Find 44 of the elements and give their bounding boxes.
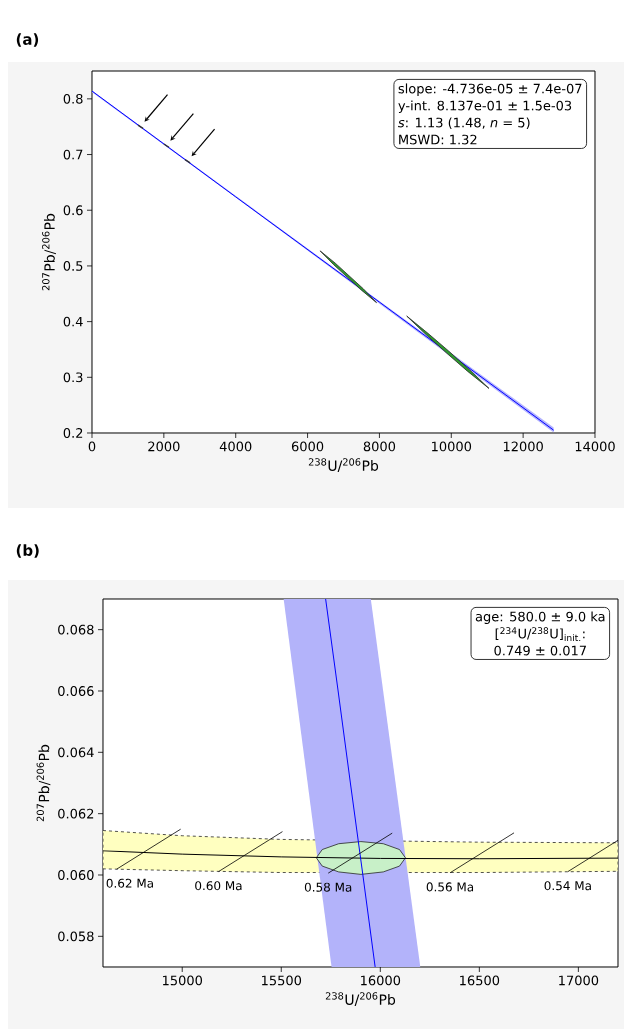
x-tick-label: 17000: [559, 975, 599, 986]
y-tick-label: 0.6: [63, 205, 83, 216]
y-tick-label: 0.7: [63, 149, 83, 160]
x-tick-label: 10000: [432, 441, 472, 452]
x-tick-label: 12000: [503, 441, 543, 452]
y-axis-title: $^{207}$Pb/$^{206}$Pb: [42, 213, 56, 291]
y-tick-label: 0.060: [58, 870, 94, 880]
annotation: [$^{234}$U/$^{238}$U]$_{init.}$:: [495, 627, 585, 642]
annotation: slope: -4.736e-05 ± 7.4e-07: [398, 83, 582, 96]
annotation: MSWD: 1.32: [399, 134, 477, 145]
x-tick-label: 0: [88, 441, 96, 452]
y-tick-label: 0.5: [63, 261, 83, 271]
chart-title: (a): [16, 33, 39, 47]
y-tick-label: 0.058: [58, 931, 94, 942]
chart-title: (b): [16, 544, 39, 558]
y-axis-title: $^{207}$Pb/$^{206}$Pb: [36, 744, 51, 822]
x-tick-label: 16500: [460, 975, 500, 986]
annotation: 0.749 ± 0.017: [494, 645, 586, 656]
x-tick-label: 2000: [148, 441, 180, 452]
annotation: 0.62 Ma: [106, 878, 153, 888]
x-tick-label: 15500: [262, 975, 302, 986]
x-tick-label: 4000: [219, 441, 252, 452]
annotation: 0.56 Ma: [426, 882, 474, 892]
x-tick-label: 14000: [575, 441, 615, 452]
y-tick-label: 0.8: [63, 93, 83, 104]
x-axis-title: $^{238}$U/$^{206}$Pb: [325, 992, 396, 1007]
y-tick-label: 0.062: [58, 808, 94, 819]
annotation: 0.60 Ma: [195, 881, 242, 891]
y-tick-label: 0.2: [63, 428, 83, 438]
annotation: 0.54 Ma: [544, 881, 591, 891]
y-tick-label: 0.4: [63, 316, 83, 327]
annotation: age: 580.0 ± 9.0 ka: [475, 611, 605, 624]
y-tick-label: 0.3: [63, 372, 83, 383]
x-tick-label: 16000: [361, 975, 401, 986]
y-tick-label: 0.068: [58, 624, 94, 635]
annotation: s: 1.13 (1.48, n = 5): [398, 117, 530, 129]
x-tick-label: 8000: [363, 441, 396, 452]
annotation: y-int. 8.137e-01 ± 1.5e-03: [398, 100, 572, 113]
x-axis-title: $^{238}$U/$^{206}$Pb: [308, 458, 379, 473]
x-tick-label: 15000: [162, 975, 203, 986]
annotation: 0.58 Ma: [304, 882, 352, 892]
y-tick-label: 0.064: [58, 747, 94, 758]
y-tick-label: 0.066: [58, 686, 94, 696]
x-tick-label: 6000: [291, 441, 324, 452]
